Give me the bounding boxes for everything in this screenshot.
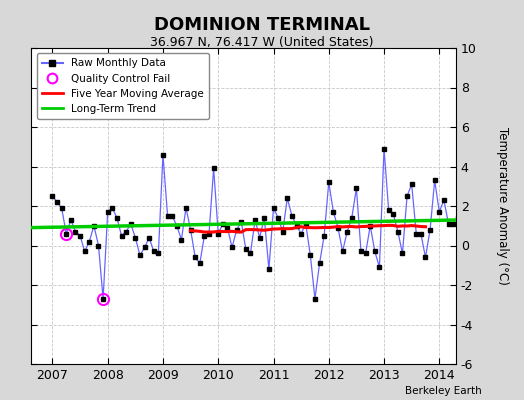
Text: 36.967 N, 76.417 W (United States): 36.967 N, 76.417 W (United States) <box>150 36 374 49</box>
Text: Berkeley Earth: Berkeley Earth <box>406 386 482 396</box>
Y-axis label: Temperature Anomaly (°C): Temperature Anomaly (°C) <box>496 127 509 285</box>
Legend: Raw Monthly Data, Quality Control Fail, Five Year Moving Average, Long-Term Tren: Raw Monthly Data, Quality Control Fail, … <box>37 53 209 119</box>
Text: DOMINION TERMINAL: DOMINION TERMINAL <box>154 16 370 34</box>
